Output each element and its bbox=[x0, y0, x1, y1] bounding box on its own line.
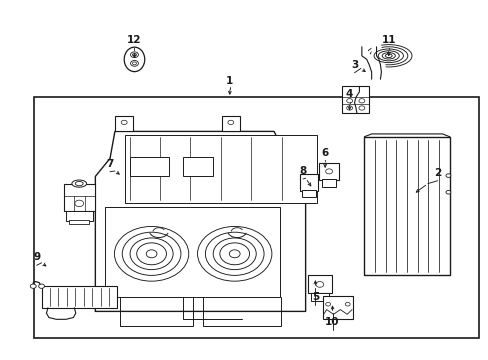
Text: 2: 2 bbox=[433, 168, 440, 178]
Ellipse shape bbox=[227, 120, 233, 125]
Text: 1: 1 bbox=[226, 76, 233, 86]
Ellipse shape bbox=[346, 106, 352, 110]
Text: 12: 12 bbox=[127, 35, 142, 45]
Bar bbox=[342, 86, 368, 113]
Ellipse shape bbox=[325, 169, 332, 174]
Ellipse shape bbox=[315, 282, 323, 287]
Text: 11: 11 bbox=[381, 35, 395, 45]
Bar bbox=[364, 137, 449, 275]
Bar bbox=[115, 116, 133, 131]
Ellipse shape bbox=[130, 60, 138, 66]
Text: 6: 6 bbox=[321, 148, 328, 158]
Bar bbox=[63, 184, 95, 211]
Text: 4: 4 bbox=[345, 89, 353, 99]
Ellipse shape bbox=[345, 302, 349, 306]
Ellipse shape bbox=[75, 200, 83, 207]
Text: 5: 5 bbox=[311, 292, 318, 302]
Bar bbox=[129, 157, 168, 176]
Bar bbox=[307, 275, 331, 293]
Text: 9: 9 bbox=[33, 252, 40, 262]
Ellipse shape bbox=[325, 302, 330, 306]
Ellipse shape bbox=[358, 106, 364, 110]
Text: 3: 3 bbox=[350, 60, 357, 70]
Ellipse shape bbox=[75, 181, 83, 186]
Bar bbox=[183, 157, 212, 176]
Bar bbox=[299, 174, 318, 191]
Ellipse shape bbox=[130, 52, 138, 58]
Ellipse shape bbox=[229, 250, 240, 258]
Bar bbox=[69, 220, 89, 224]
Bar bbox=[322, 296, 352, 319]
Ellipse shape bbox=[132, 62, 136, 65]
Text: 8: 8 bbox=[299, 166, 306, 176]
Bar bbox=[41, 286, 117, 308]
Bar bbox=[321, 179, 336, 187]
Ellipse shape bbox=[346, 99, 352, 103]
Bar bbox=[310, 293, 328, 301]
Ellipse shape bbox=[132, 53, 136, 56]
Ellipse shape bbox=[124, 47, 144, 72]
Bar bbox=[34, 97, 478, 338]
Bar bbox=[124, 135, 316, 203]
Bar bbox=[302, 190, 315, 197]
Ellipse shape bbox=[39, 284, 44, 288]
Ellipse shape bbox=[358, 99, 364, 103]
Bar bbox=[319, 163, 338, 180]
Ellipse shape bbox=[30, 284, 36, 288]
Text: 10: 10 bbox=[325, 317, 339, 327]
Ellipse shape bbox=[72, 180, 86, 187]
Ellipse shape bbox=[445, 190, 450, 194]
Text: 7: 7 bbox=[106, 159, 114, 169]
Ellipse shape bbox=[121, 120, 127, 125]
Ellipse shape bbox=[445, 174, 450, 177]
Ellipse shape bbox=[146, 250, 157, 258]
Bar bbox=[221, 116, 240, 131]
Bar bbox=[66, 211, 93, 221]
Ellipse shape bbox=[365, 45, 411, 67]
